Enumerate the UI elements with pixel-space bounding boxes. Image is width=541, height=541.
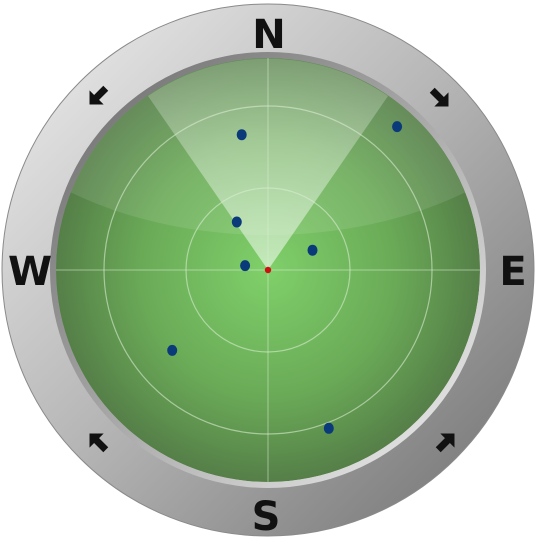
blip-layer [167, 121, 403, 434]
inward-arrow-icon [435, 433, 455, 453]
compass-south-label: S [252, 494, 281, 540]
radar-blip [167, 344, 178, 356]
arrow-nw [89, 85, 109, 105]
inward-arrow-icon [89, 433, 109, 453]
radar-blip [392, 121, 403, 133]
compass-north-label: N [252, 12, 285, 58]
radar-blip [236, 129, 247, 141]
center-marker [264, 266, 272, 274]
arrow-ne [429, 87, 449, 107]
compass-east-label: E [499, 249, 526, 295]
radar-blip [240, 260, 251, 272]
radar-blip [323, 422, 334, 434]
radar-blip [307, 244, 318, 256]
compass-west-label: W [8, 249, 52, 295]
radar-blip [231, 216, 242, 228]
inward-arrow-icon [89, 85, 109, 105]
arrow-se [435, 433, 455, 453]
inward-arrow-icon [429, 87, 449, 107]
arrow-sw [89, 433, 109, 453]
